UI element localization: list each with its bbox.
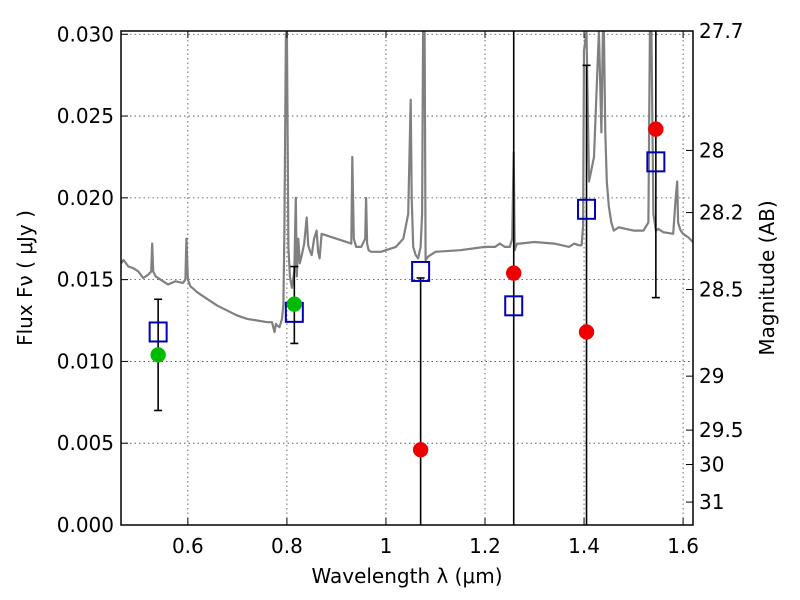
y-tick-label: 0.000 [57,513,114,537]
model-flux-hst-point [150,347,166,363]
right-axis-tick-label: 27.7 [699,19,744,43]
model-flux-ir-point [412,442,429,458]
x-axis-title: Wavelength λ (μm) [311,564,502,588]
x-tick-label: 0.8 [271,534,303,558]
x-tick-label: 0.6 [172,534,204,558]
model-flux-hst-point [286,296,303,312]
observed-flux-square [646,151,666,173]
right-axis-tick-label: 28 [699,138,724,162]
right-axis-tick-label: 29.5 [699,418,744,442]
axis-ticks: 0.6 0.8 1 1.2 1.4 1.6 0.000 0.005 0.010 0.015 0.02… [57,19,744,558]
right-axis-tick-label: 29 [699,364,724,388]
observed-flux-square [577,198,597,220]
plot-frame [120,30,694,526]
x-tick-label: 1.6 [667,534,699,558]
right-axis-tick-label: 31 [699,490,724,514]
observed-flux-square [504,295,524,317]
y-tick-label: 0.015 [57,268,114,292]
plot-area [121,31,693,525]
right-axis-tick-label: 30 [699,452,724,476]
observed-flux-square [411,260,431,282]
y-tick-label: 0.005 [57,431,114,455]
x-tick-label: 1 [380,534,393,558]
model-flux-ir-point [578,324,595,340]
y-tick-label: 0.010 [57,349,114,373]
model-spectrum-line [121,31,693,334]
y-tick-label: 0.020 [57,186,114,210]
y-axis-title: Flux Fν ( μJy ) [13,210,37,346]
data-marks [121,31,693,525]
x-tick-label: 1.2 [469,534,501,558]
observed-flux-square [148,321,168,343]
model-flux-ir-point [505,265,522,281]
model-flux-ir-point [648,121,664,137]
x-tick-label: 1.4 [568,534,600,558]
right-axis-tick-label: 28.2 [699,201,744,225]
y-tick-label: 0.030 [57,22,114,46]
right-axis-title: Magnitude (AB) [755,200,779,355]
y-tick-label: 0.025 [57,104,114,128]
right-axis-tick-label: 28.5 [699,277,744,301]
